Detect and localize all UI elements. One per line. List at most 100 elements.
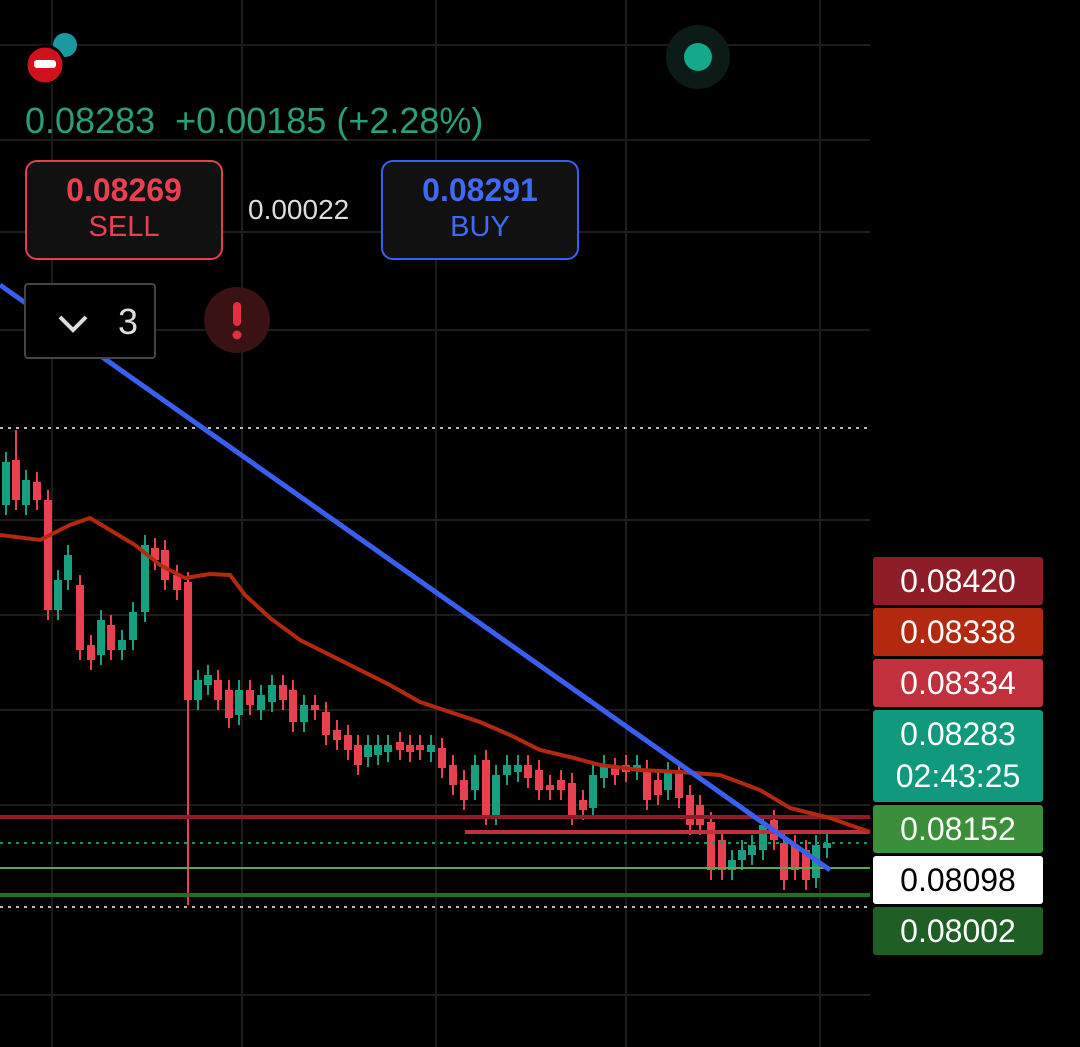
candle-body [12,460,20,500]
candle-body [364,745,372,757]
candle-body [268,685,276,702]
positions-dropdown[interactable]: 3 [24,283,156,359]
price-label-value: 0.08152 [900,811,1016,847]
candle-body [482,760,490,815]
candle-body [300,705,308,722]
candle-body [64,555,72,580]
candle-body [87,645,95,660]
spread: 0.00022 [248,194,350,225]
candle-body [235,690,243,715]
candle-body [194,680,202,700]
candle-body [449,765,457,785]
candle-body [460,780,468,800]
candle-body [322,712,330,735]
candle-body [161,550,169,580]
candle-body [214,680,222,700]
candle-body [374,745,382,755]
candle-body [129,612,137,640]
price-label-value: 0.08283 [900,716,1016,752]
candle-body [780,843,788,880]
candle-body [76,585,84,650]
candle-body [579,800,587,810]
candle-body [22,480,30,505]
candle-body [514,765,522,772]
buy-price: 0.08291 [422,172,538,208]
candle-body [151,548,159,560]
candle-body [173,575,181,590]
candle-body [97,620,105,655]
candle-body [600,765,608,778]
candle-body [633,765,641,770]
price-label: 0.08152 [873,805,1043,853]
candle-body [204,675,212,685]
candle-body [289,690,297,722]
price-label-value: 0.08098 [900,862,1016,898]
price-label: 0.08098 [873,856,1043,904]
price-label: 0.08420 [873,557,1043,605]
candle-body [654,780,662,795]
candle-body [557,780,565,790]
alert-icon [232,330,242,340]
candle-timer: 02:43:25 [895,758,1021,794]
sell-button[interactable]: 0.08269 SELL [25,160,223,260]
buy-label: BUY [450,211,510,243]
candle-body [643,770,651,800]
status-dot [684,43,712,71]
sell-price: 0.08269 [66,172,182,208]
candle-body [344,735,352,750]
candle-body [686,795,694,825]
candle-body [257,695,265,710]
candle-body [438,748,446,768]
candle-body [791,845,799,870]
candle-body [568,783,576,815]
candle-body [33,482,41,500]
candle-body [2,462,10,505]
candle-body [184,582,192,700]
price-label: 0.08283 02:43:25 [873,710,1043,802]
trend-line [0,282,832,873]
candle-body [546,785,554,790]
candle-body [535,770,543,790]
price-label: 0.08334 [873,659,1043,707]
candle-body [748,845,756,855]
moving-average [0,515,871,834]
price-label: 0.08002 [873,907,1043,955]
candle-body [406,745,414,752]
sell-label: SELL [88,211,160,243]
candle-body [759,825,767,850]
candle-body [246,690,254,705]
candle-body [107,625,115,650]
candle-body [427,745,435,752]
candle-body [492,775,500,815]
candle-body [728,860,736,870]
candle-body [611,768,619,775]
change: +0.00185 [175,100,327,141]
candle-body [54,580,62,610]
price-header: 0.08283 +0.00185 (+2.28%) [25,100,483,142]
avatar-mask [34,60,56,68]
buy-button[interactable]: 0.08291 BUY [381,160,579,260]
candles [2,430,831,905]
candle-body [141,545,149,612]
candle-body [279,685,287,700]
candle-body [225,690,233,718]
candle-body [675,772,683,798]
price-label: 0.08338 [873,608,1043,656]
candle-body [707,822,715,870]
candle-body [118,640,126,650]
alert-icon [233,302,241,326]
candle-body [738,850,746,860]
candle-body [416,745,424,750]
last-price: 0.08283 [25,100,156,141]
price-label-value: 0.08334 [900,665,1016,701]
candle-body [471,765,479,790]
candle-body [333,730,341,740]
change-percent: (+2.28%) [336,100,484,141]
candle-body [589,775,597,808]
candle-body [396,742,404,750]
candle-body [823,843,831,848]
price-label-value: 0.08338 [900,614,1016,650]
chevron-icon [58,315,88,333]
